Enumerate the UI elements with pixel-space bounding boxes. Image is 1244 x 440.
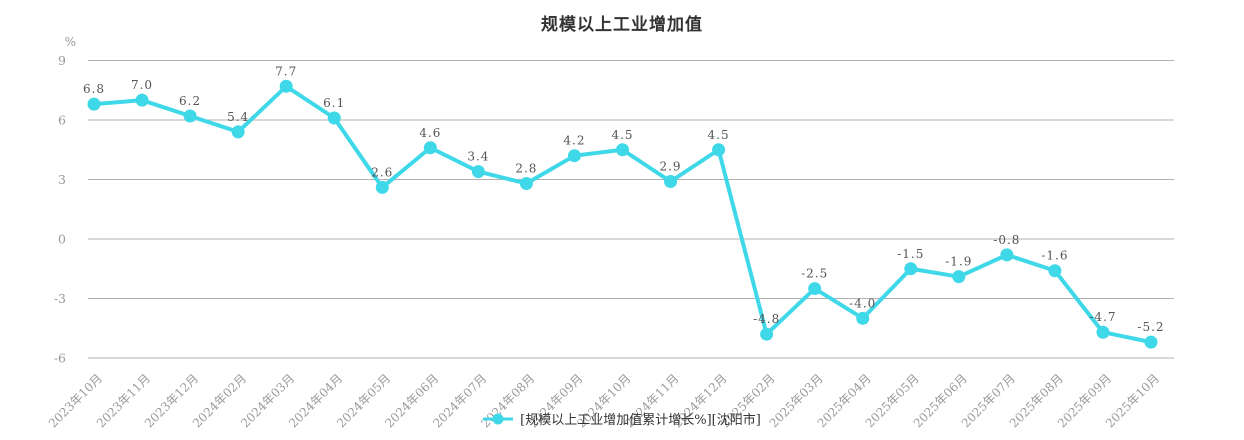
- data-point[interactable]: [1000, 248, 1014, 262]
- data-point-value: 4.2: [563, 134, 585, 148]
- data-point-value: -1.9: [945, 255, 972, 269]
- data-point[interactable]: [664, 174, 678, 188]
- legend-marker-icon: [483, 413, 514, 424]
- data-point-value: 4.5: [708, 128, 730, 142]
- data-point-value: -1.6: [1041, 249, 1068, 263]
- data-point-value: -2.5: [801, 267, 828, 281]
- series-line: [92, 84, 1153, 345]
- data-point[interactable]: [1144, 335, 1158, 349]
- data-point-value: 7.0: [131, 78, 153, 92]
- legend-item[interactable]: [规模以上工业增加值累计增长%][沈阳市]: [0, 409, 1244, 428]
- data-point[interactable]: [183, 109, 197, 123]
- data-point-value: 4.5: [611, 128, 633, 142]
- data-point-value: 2.9: [659, 159, 681, 173]
- legend-label: [规模以上工业增加值累计增长%][沈阳市]: [520, 413, 761, 428]
- y-axis-label: 3: [58, 172, 66, 187]
- data-point[interactable]: [519, 176, 533, 190]
- data-point[interactable]: [87, 97, 101, 111]
- data-point[interactable]: [808, 282, 822, 296]
- data-point[interactable]: [1096, 325, 1110, 339]
- data-point[interactable]: [856, 311, 870, 325]
- data-point-value: 6.1: [323, 96, 345, 110]
- data-point[interactable]: [952, 270, 966, 284]
- data-point-value: 3.4: [467, 150, 489, 164]
- data-point-value: -4.7: [1089, 310, 1116, 324]
- data-point-value: 6.8: [83, 82, 105, 96]
- data-point-value: 5.4: [227, 110, 249, 124]
- data-point[interactable]: [904, 262, 918, 276]
- y-axis-label: -3: [54, 291, 66, 306]
- data-point[interactable]: [231, 125, 245, 139]
- y-axis-label: 0: [58, 232, 66, 247]
- data-point-value: 4.6: [419, 126, 441, 140]
- data-point[interactable]: [567, 149, 581, 163]
- data-point[interactable]: [279, 79, 293, 93]
- data-point[interactable]: [471, 165, 485, 179]
- data-point-value: 2.8: [515, 161, 537, 175]
- y-axis-label: 6: [58, 113, 66, 128]
- data-point-value: -0.8: [993, 233, 1020, 247]
- data-point-value: 6.2: [179, 94, 201, 108]
- data-point-value: 2.6: [371, 165, 393, 179]
- chart-title: 规模以上工业增加值: [541, 15, 703, 35]
- data-point[interactable]: [423, 141, 437, 155]
- data-point[interactable]: [616, 143, 629, 157]
- data-point[interactable]: [135, 93, 149, 107]
- data-point[interactable]: [375, 180, 389, 194]
- data-point[interactable]: [760, 327, 774, 341]
- data-point[interactable]: [327, 111, 341, 125]
- data-point-value: 7.7: [275, 64, 297, 78]
- legend-dot: [492, 413, 504, 424]
- data-point-value: -1.5: [897, 247, 924, 261]
- data-point-value: -4.0: [849, 296, 876, 310]
- data-point-value: -4.8: [753, 312, 780, 326]
- data-point[interactable]: [712, 143, 726, 157]
- data-point-value: -5.2: [1137, 320, 1164, 334]
- y-axis-label: -6: [54, 351, 66, 366]
- y-axis-unit: %: [65, 35, 76, 49]
- data-point[interactable]: [1048, 264, 1062, 278]
- y-axis-label: 9: [58, 53, 66, 68]
